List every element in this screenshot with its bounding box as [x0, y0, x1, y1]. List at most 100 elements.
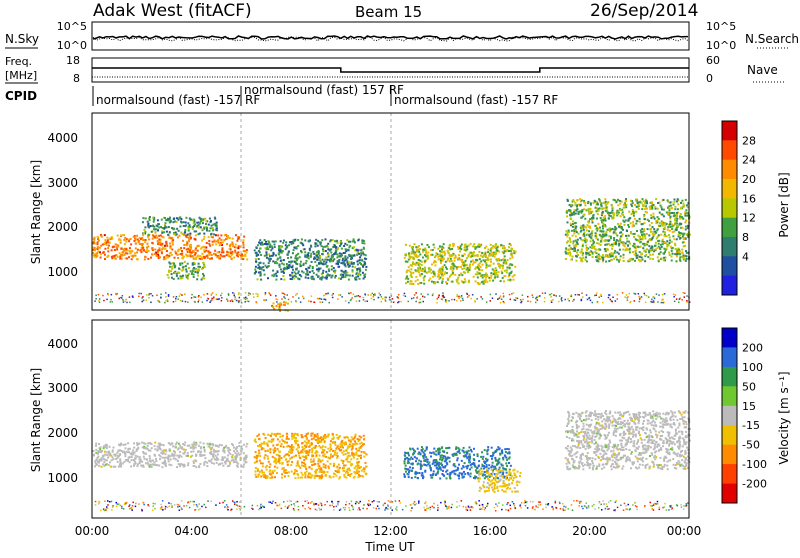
data-cell [196, 222, 198, 224]
data-cell [466, 264, 468, 266]
data-cell [354, 241, 356, 243]
data-cell [278, 248, 280, 250]
data-cell [173, 455, 175, 457]
data-cell [609, 230, 611, 232]
data-cell [679, 218, 681, 220]
data-cell [578, 213, 580, 215]
ground-scatter-cell [253, 296, 255, 298]
ground-scatter-cell [308, 300, 310, 302]
data-cell [243, 236, 245, 238]
data-cell [666, 240, 668, 242]
data-cell [288, 252, 290, 254]
ground-scatter-cell [561, 299, 563, 301]
data-cell [131, 456, 133, 458]
data-cell [235, 448, 237, 450]
data-cell [444, 253, 446, 255]
data-cell [657, 220, 659, 222]
data-cell [682, 227, 684, 229]
data-cell [671, 212, 673, 214]
data-cell [440, 260, 442, 262]
data-cell [613, 237, 615, 239]
data-cell [172, 228, 174, 230]
data-cell [161, 232, 163, 234]
data-cell [445, 261, 447, 263]
data-cell [662, 243, 664, 245]
data-cell [127, 442, 129, 444]
ground-scatter-cell [573, 299, 575, 301]
data-cell [208, 250, 210, 252]
ground-scatter-cell [200, 297, 202, 299]
data-cell [311, 277, 313, 279]
data-cell [107, 239, 109, 241]
data-cell [478, 283, 480, 285]
data-cell [209, 254, 211, 256]
data-cell [327, 471, 329, 473]
data-cell [641, 256, 643, 258]
data-cell [299, 256, 301, 258]
data-cell [676, 225, 678, 227]
data-cell [310, 255, 312, 257]
data-cell [180, 218, 182, 220]
data-cell [465, 281, 467, 283]
data-cell [96, 463, 98, 465]
data-cell [191, 444, 193, 446]
ground-scatter-cell [112, 301, 114, 303]
data-cell [637, 206, 639, 208]
data-cell [679, 215, 681, 217]
data-cell [272, 241, 274, 243]
ground-scatter-cell [646, 295, 648, 297]
data-cell [347, 274, 349, 276]
data-cell [566, 242, 568, 244]
ground-scatter-cell [561, 300, 563, 302]
data-cell [572, 235, 574, 237]
data-cell [169, 218, 171, 220]
data-cell [605, 210, 607, 212]
data-cell [188, 267, 190, 269]
data-cell [266, 257, 268, 259]
ground-scatter-cell [245, 292, 247, 294]
ground-scatter-cell [283, 296, 285, 298]
data-cell [281, 443, 283, 445]
data-cell [153, 228, 155, 230]
ground-scatter-cell [550, 296, 552, 298]
ground-scatter-cell [206, 300, 208, 302]
data-cell [316, 450, 318, 452]
data-cell [145, 256, 147, 258]
data-cell [244, 250, 246, 252]
data-cell [238, 454, 240, 456]
data-cell [150, 464, 152, 466]
freq-label: Freq. [5, 55, 32, 68]
ground-scatter-cell [432, 295, 434, 297]
data-cell [149, 216, 151, 218]
data-cell [581, 227, 583, 229]
ground-scatter-cell [245, 301, 247, 303]
ground-scatter-cell [324, 295, 326, 297]
data-cell [203, 464, 205, 466]
data-cell [423, 283, 425, 285]
data-cell [589, 218, 591, 220]
data-cell [136, 258, 138, 260]
data-cell [584, 202, 586, 204]
data-cell [259, 248, 261, 250]
data-cell [158, 235, 160, 237]
data-cell [142, 239, 144, 241]
data-cell [490, 250, 492, 252]
data-cell [138, 241, 140, 243]
ground-scatter-cell [231, 299, 233, 301]
data-cell [174, 272, 176, 274]
data-cell [602, 257, 604, 259]
data-cell [170, 459, 172, 461]
data-cell [613, 212, 615, 214]
data-cell [576, 242, 578, 244]
data-cell [596, 227, 598, 229]
data-cell [236, 254, 238, 256]
ground-scatter-cell [664, 293, 666, 295]
ground-scatter-cell [284, 294, 286, 296]
ground-scatter-cell [492, 298, 494, 300]
data-cell [195, 234, 197, 236]
data-cell [671, 241, 673, 243]
data-cell [676, 250, 678, 252]
data-cell [137, 239, 139, 241]
data-cell [652, 254, 654, 256]
ground-scatter-cell [314, 302, 316, 304]
